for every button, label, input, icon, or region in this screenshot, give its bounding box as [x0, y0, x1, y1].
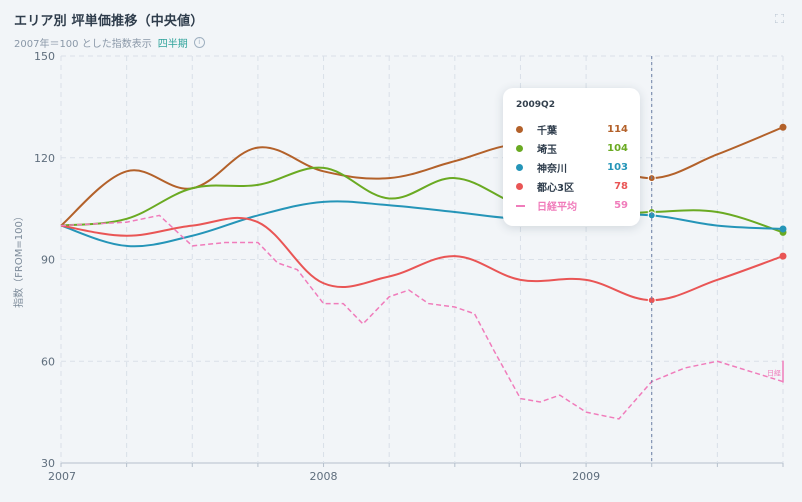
- chart-subtitle: 2007年＝100 とした指数表示 四半期 i: [14, 35, 205, 50]
- series-dash-icon: [516, 204, 530, 207]
- tooltip-title: 2009Q2: [516, 100, 555, 110]
- info-icon[interactable]: i: [193, 37, 205, 48]
- grid-layer: [60, 55, 784, 464]
- tooltip-series-value: 103: [607, 162, 628, 173]
- x-tick-label: 2007: [48, 470, 76, 483]
- chart-header: エリア別 坪単価推移（中央値） 2007年＝100 とした指数表示 四半期 i: [14, 10, 205, 50]
- tooltip-row: 埼玉 104: [516, 139, 628, 158]
- series-dot-icon: [516, 164, 530, 171]
- tooltip-row: 千葉 114: [516, 120, 628, 139]
- series-end-label: 日経: [767, 369, 781, 378]
- series-line-nikkei: [60, 214, 784, 420]
- y-tick-label: 30: [41, 457, 55, 470]
- x-tick-label: 2009: [572, 470, 600, 483]
- tooltip-series-name: 千葉: [537, 126, 557, 137]
- tooltip-series-name: 日経平均: [537, 202, 577, 213]
- series-dot-icon: [516, 183, 530, 190]
- period-toggle-link[interactable]: 四半期: [157, 39, 188, 50]
- y-tick-label: 150: [34, 50, 55, 63]
- y-tick-label: 90: [41, 254, 55, 267]
- series-line-1: [60, 166, 784, 234]
- series-layer: [60, 126, 784, 420]
- tooltip-series-value: 114: [607, 124, 628, 135]
- series-line-3: [60, 216, 784, 302]
- marker-layer: 日経: [647, 56, 787, 463]
- tooltip-row: 神奈川 103: [516, 158, 628, 177]
- data-point: [779, 123, 787, 131]
- hover-tooltip: 2009Q2 千葉 114 埼玉 104 神奈川 103 都心3区 78 日経平均 59: [503, 88, 640, 226]
- subtitle-text: 2007年＝100 とした指数表示: [14, 39, 152, 50]
- series-dot-icon: [516, 145, 530, 152]
- y-axis-label: 指数（FROM=100）: [12, 211, 25, 308]
- y-tick-label: 60: [41, 355, 55, 368]
- data-point: [779, 252, 787, 260]
- tooltip-row: 日経平均 59: [516, 196, 628, 215]
- tooltip-series-name: 神奈川: [537, 164, 567, 175]
- axis-layer: 30 60 90 120 150 2007 2008 2009 指数（FROM=100）: [12, 50, 784, 483]
- data-point: [779, 225, 787, 233]
- tooltip-series-name: 埼玉: [537, 145, 557, 156]
- tooltip-series-value: 78: [614, 181, 628, 192]
- tooltip-series-value: 104: [607, 143, 628, 154]
- tooltip-row: 都心3区 78: [516, 177, 628, 196]
- chart-title: エリア別 坪単価推移（中央値）: [14, 14, 204, 29]
- tooltip-series-name: 都心3区: [537, 183, 574, 194]
- series-dot-icon: [516, 126, 530, 133]
- tooltip-rows: 千葉 114 埼玉 104 神奈川 103 都心3区 78 日経平均 59: [516, 120, 628, 215]
- y-tick-label: 120: [34, 152, 55, 165]
- x-tick-label: 2008: [310, 470, 338, 483]
- series-line-2: [60, 200, 784, 248]
- tooltip-series-value: 59: [614, 200, 628, 211]
